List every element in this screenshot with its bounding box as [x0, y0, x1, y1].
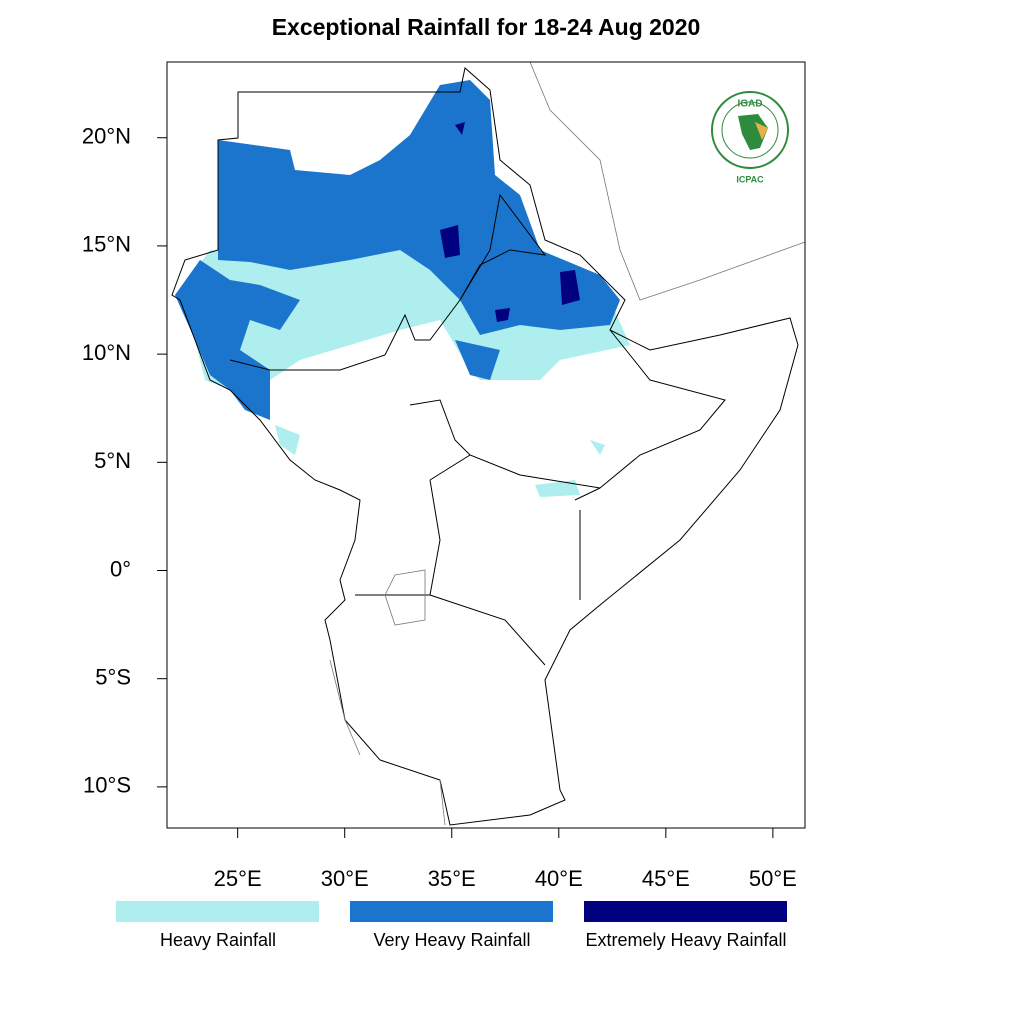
y-tick-label: 15°N	[82, 232, 131, 257]
extreme-rain	[440, 122, 580, 322]
axis-ticks: 25°E 30°E 35°E 40°E 45°E 50°E 20°N 15°N 10°N 5°N 0…	[82, 124, 797, 891]
very-heavy-rain	[175, 260, 300, 420]
x-tick-label: 40°E	[535, 866, 583, 891]
rain-layer	[175, 80, 630, 497]
legend-swatch	[116, 901, 319, 922]
title: Exceptional Rainfall for 18-24 Aug 2020	[272, 14, 701, 40]
map-frame	[166, 61, 806, 829]
legend-swatch	[350, 901, 553, 922]
legend: Heavy Rainfall Very Heavy Rainfall Extreme…	[116, 901, 787, 950]
logo-text: ICPAC	[736, 174, 764, 184]
y-tick-label: 20°N	[82, 124, 131, 149]
country-border	[229, 193, 726, 666]
logo-africa	[738, 114, 768, 150]
region-outline	[171, 67, 799, 826]
logo-region	[755, 122, 768, 140]
legend-label: Heavy Rainfall	[160, 930, 276, 950]
x-tick-label: 45°E	[642, 866, 690, 891]
x-tick-label: 50°E	[749, 866, 797, 891]
very-heavy-rain	[218, 80, 620, 335]
y-tick-label: 10°N	[82, 340, 131, 365]
logo-ring	[721, 101, 779, 159]
y-tick-label: 5°S	[95, 665, 131, 690]
heavy-rain	[275, 425, 605, 497]
x-tick-label: 25°E	[214, 866, 262, 891]
legend-label: Very Heavy Rainfall	[373, 930, 530, 950]
x-tick-label: 35°E	[428, 866, 476, 891]
legend-label: Extremely Heavy Rainfall	[585, 930, 786, 950]
borders	[171, 61, 806, 826]
very-heavy-rain	[455, 340, 500, 380]
y-tick-label: 10°S	[83, 773, 131, 798]
legend-swatch	[584, 901, 787, 922]
x-tick-label: 30°E	[321, 866, 369, 891]
coastline	[329, 61, 806, 826]
y-tick-label: 5°N	[94, 448, 131, 473]
logo-text: IGAD	[738, 99, 763, 110]
y-tick-label: 0°	[110, 556, 131, 581]
logo: IGAD ICPAC	[711, 91, 789, 184]
